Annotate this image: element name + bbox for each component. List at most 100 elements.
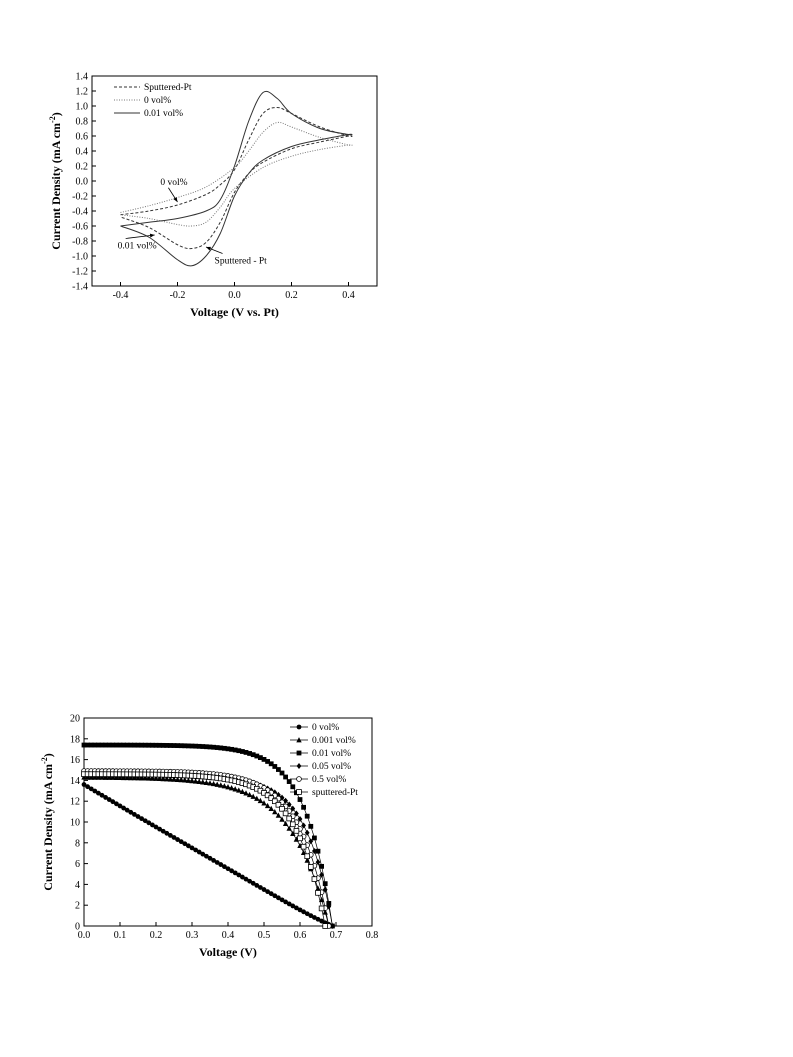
- annotation-arrow: [125, 234, 155, 239]
- data-point: [301, 804, 306, 810]
- data-point: [279, 770, 285, 776]
- data-point: [114, 742, 119, 748]
- data-point: [289, 821, 296, 828]
- data-point: [81, 782, 87, 787]
- cv-series-line: [120, 106, 353, 250]
- data-point: [246, 791, 253, 798]
- y-tick-label: 12: [70, 797, 80, 808]
- y-tick-label: -1.2: [72, 267, 88, 278]
- data-point: [297, 797, 303, 802]
- data-point: [85, 784, 90, 790]
- x-tick-label: 0.1: [114, 930, 127, 941]
- x-tick-label: 0.2: [285, 290, 298, 301]
- data-point: [265, 759, 270, 764]
- data-point: [312, 835, 317, 841]
- legend-label: 0.05 vol%: [312, 762, 351, 772]
- y-tick-label: -1.4: [72, 282, 88, 293]
- y-tick-label: 0.6: [76, 132, 89, 143]
- y-tick-label: 0.0: [76, 177, 89, 188]
- data-point: [146, 742, 152, 748]
- y-tick-label: -0.6: [72, 222, 88, 233]
- data-point: [294, 905, 299, 911]
- data-point: [121, 805, 126, 811]
- data-point: [171, 743, 177, 748]
- x-tick-label: 0.7: [330, 930, 343, 941]
- data-point: [210, 780, 217, 787]
- data-point: [296, 724, 302, 730]
- data-point: [214, 860, 220, 865]
- data-point: [276, 895, 281, 901]
- data-point: [315, 916, 321, 922]
- data-point: [229, 746, 234, 752]
- data-point: [261, 800, 267, 806]
- cv-series-line: [120, 121, 353, 227]
- data-point: [236, 787, 242, 793]
- data-point: [296, 789, 302, 795]
- data-point: [286, 901, 292, 907]
- y-tick-label: 14: [70, 776, 80, 787]
- data-point: [150, 742, 155, 748]
- data-point: [204, 853, 209, 859]
- data-point: [193, 847, 199, 853]
- x-axis-title: Voltage (V vs. Pt): [190, 305, 279, 319]
- data-point: [250, 880, 256, 886]
- data-point: [207, 780, 213, 786]
- data-point: [99, 792, 105, 798]
- x-tick-label: 0.4: [342, 290, 355, 301]
- data-point: [196, 743, 202, 749]
- data-point: [117, 803, 123, 809]
- legend-label: 0.01 vol%: [312, 749, 351, 759]
- data-point: [304, 829, 310, 836]
- data-point: [92, 788, 98, 794]
- data-point: [214, 745, 220, 750]
- data-point: [103, 795, 108, 800]
- data-point: [85, 742, 90, 748]
- data-point: [311, 876, 318, 882]
- x-tick-label: -0.2: [170, 290, 186, 301]
- data-point: [297, 835, 303, 842]
- data-point: [225, 746, 231, 752]
- data-point: [186, 743, 191, 749]
- jv-series: [81, 771, 328, 929]
- data-point: [124, 742, 130, 748]
- annotation-arrowhead: [173, 197, 178, 202]
- y-axis-title: Current Density (mA cm-2): [40, 753, 55, 890]
- data-point: [283, 899, 288, 905]
- data-point: [128, 809, 134, 815]
- data-point: [200, 851, 206, 857]
- data-point: [196, 778, 202, 785]
- y-axis-title: Current Density (mA cm-2): [48, 112, 63, 249]
- data-point: [182, 841, 188, 847]
- data-point: [308, 823, 314, 829]
- jv-series-line: [83, 775, 333, 927]
- y-tick-label: -1.0: [72, 252, 88, 263]
- x-tick-label: 0.8: [366, 930, 379, 941]
- data-point: [301, 909, 306, 915]
- data-point: [218, 782, 224, 788]
- data-point: [279, 897, 285, 903]
- data-point: [296, 750, 302, 756]
- legend-label: 0 vol%: [144, 96, 171, 106]
- plot-frame: [91, 75, 378, 287]
- data-point: [297, 907, 303, 913]
- annotation-label: 0 vol%: [160, 178, 187, 188]
- data-point: [250, 793, 256, 799]
- data-point: [330, 923, 335, 929]
- data-point: [258, 755, 263, 761]
- data-point: [178, 743, 184, 749]
- data-point: [276, 767, 281, 772]
- data-point: [286, 825, 292, 831]
- data-point: [232, 786, 238, 792]
- data-point: [286, 779, 292, 784]
- data-point: [236, 872, 242, 878]
- y-tick-label: 0.2: [76, 162, 89, 173]
- legend-label: sputtered-Pt: [312, 788, 358, 798]
- data-point: [150, 822, 155, 828]
- y-tick-label: 0.4: [76, 147, 89, 158]
- data-point: [283, 774, 288, 780]
- data-point: [271, 798, 278, 805]
- data-point: [297, 816, 303, 823]
- data-point: [157, 742, 162, 748]
- data-point: [222, 864, 227, 870]
- data-point: [200, 779, 206, 785]
